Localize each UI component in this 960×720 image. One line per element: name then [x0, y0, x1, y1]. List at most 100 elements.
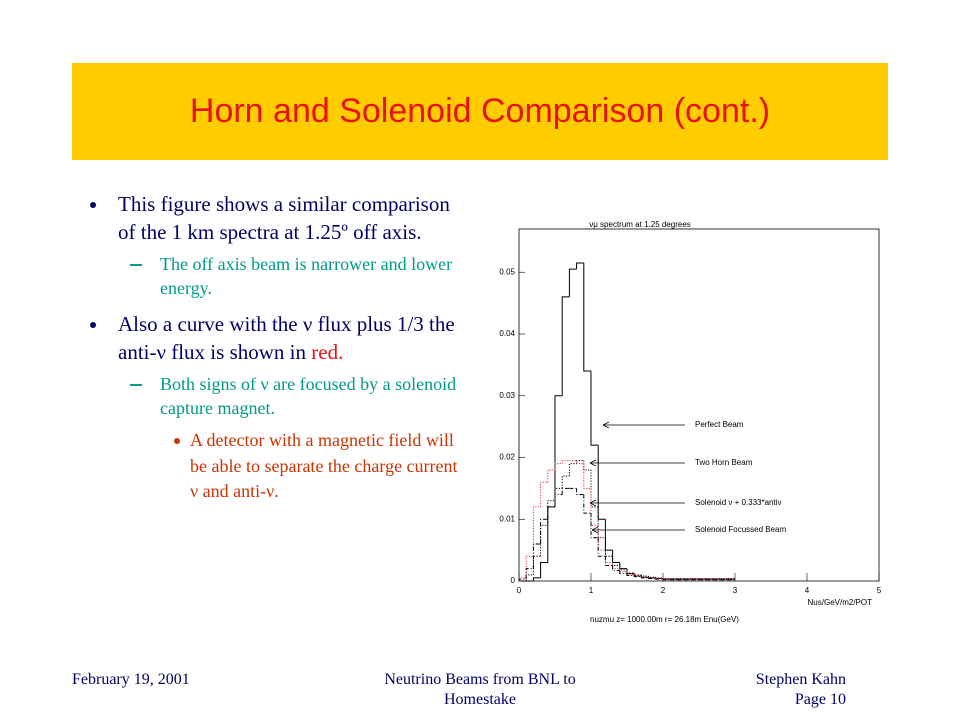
y-tick-label: 0.01: [499, 514, 515, 523]
histogram-bin: [604, 556, 613, 567]
histogram-bin: [655, 577, 663, 579]
histogram-bin: [640, 576, 649, 578]
sub-bullet: Both signs of ν are focused by a solenoi…: [86, 372, 466, 505]
histogram-bin: [583, 494, 591, 514]
histogram-bin: [640, 576, 649, 578]
bullet-text: A detector with a magnetic field will be…: [190, 430, 458, 501]
histogram-bin: [604, 537, 613, 557]
bullet-list: This figure shows a similar comparison o…: [86, 190, 466, 515]
histogram-bin: [597, 445, 606, 520]
histogram-bin: [655, 577, 663, 580]
histogram-bin: [619, 565, 627, 571]
x-tick-label: 2: [661, 586, 666, 595]
histogram-bin: [568, 463, 577, 477]
footer-date: February 19, 2001: [72, 671, 190, 688]
bullet-marker: [130, 384, 142, 386]
histogram-bin: [583, 460, 591, 471]
histogram-bin: [662, 578, 671, 580]
histogram-bin: [583, 463, 591, 489]
histogram-bin: [583, 262, 591, 372]
histogram-bin: [547, 506, 555, 563]
bullet-marker: [130, 264, 142, 266]
histogram-bin: [554, 494, 563, 507]
footer-author: Stephen Kahn: [755, 671, 846, 688]
histogram-bin: [633, 574, 642, 577]
histogram-bin: [633, 575, 642, 578]
histogram-bin: [554, 487, 563, 501]
y-tick-label: 0.03: [499, 391, 515, 400]
histogram-bin: [640, 574, 649, 577]
footer-page: Page 10: [794, 691, 846, 708]
slide-title: Horn and Solenoid Comparison (cont.): [189, 92, 771, 130]
histogram-bin: [626, 569, 635, 574]
histogram-bin: [633, 572, 642, 576]
histogram-bin: [576, 262, 584, 270]
histogram-bin: [590, 469, 599, 508]
legend-arrowhead: [589, 499, 597, 507]
chart: νμ spectrum at 1.25 degrees Nus/GeV/m2/P…: [499, 220, 882, 624]
sub-sub-bullet: A detector with a magnetic field will be…: [86, 428, 466, 505]
histogram-bin: [540, 481, 548, 507]
histogram-bin: [648, 577, 656, 579]
legend-label: Two Horn Beam: [695, 458, 753, 467]
histogram-bin: [619, 570, 627, 575]
legend-label: Perfect Beam: [695, 420, 744, 429]
header: Horn and Solenoid Comparison (cont.): [72, 63, 888, 160]
chart-title: νμ spectrum at 1.25 degrees: [589, 220, 691, 229]
histogram-bin: [597, 537, 606, 557]
histogram-bin: [547, 506, 555, 520]
sub-bullet: The off axis beam is narrower and lower …: [86, 252, 466, 300]
bullet-text: Both signs of ν are focused by a solenoi…: [160, 374, 457, 418]
histogram-bin: [612, 550, 620, 563]
bullet: Also a curve with the ν flux plus 1/3 th…: [86, 310, 466, 505]
histogram-bin: [525, 555, 534, 578]
x-tick-label: 5: [877, 586, 882, 595]
histogram-bin: [597, 525, 606, 551]
histogram-bin: [568, 268, 577, 297]
legend-arrowhead: [591, 526, 599, 534]
histogram-bin: [518, 578, 527, 581]
x-tick-label: 0: [517, 586, 522, 595]
histogram-bin: [590, 513, 599, 539]
bullet-marker: [90, 322, 96, 328]
footer-center: Neutrino Beams from BNL to Homestake: [384, 671, 576, 708]
histogram-bin: [561, 487, 570, 495]
histogram-bin: [648, 577, 656, 580]
histogram-bin: [532, 506, 541, 557]
histogram-bin: [619, 562, 627, 570]
bullet-text: Also a curve with the ν flux plus 1/3 th…: [118, 312, 455, 364]
histogram-bin: [662, 577, 671, 580]
plot-frame: [518, 228, 880, 582]
y-tick-label: 0.04: [499, 329, 515, 338]
y-tick-label: 0.05: [499, 267, 515, 276]
histogram-bin: [626, 573, 635, 576]
chart-annotation: nuzmu z= 1000.00m r= 26.18m Enu(GeV): [590, 615, 739, 624]
histogram-bin: [532, 577, 541, 581]
x-tick-label: 3: [733, 586, 738, 595]
histogram-bin: [561, 460, 570, 464]
histogram-bin: [612, 556, 620, 567]
histogram-bin: [662, 578, 671, 580]
histogram-bin: [540, 561, 548, 578]
histogram-bin: [561, 296, 570, 396]
histogram-bin: [648, 577, 656, 579]
bullet-text: The off axis beam is narrower and lower …: [160, 254, 453, 298]
histogram-bin: [576, 460, 584, 465]
histogram-bin: [604, 519, 613, 551]
bullet-text-red: red.: [311, 340, 344, 364]
histogram-bin: [540, 518, 548, 544]
histogram-bin: [525, 574, 534, 581]
x-axis-label: Nus/GeV/m2/POT: [808, 598, 873, 607]
legend-label: Solenoid Focussed Beam: [695, 525, 787, 534]
bullet-text: This figure shows a similar comparison o…: [118, 192, 450, 244]
bullet-marker: [174, 438, 180, 444]
histogram-bin: [561, 475, 570, 489]
histogram-bin: [612, 562, 620, 570]
histogram-bin: [540, 524, 548, 557]
x-tick-label: 1: [589, 586, 594, 595]
histogram-bin: [597, 506, 606, 539]
histogram-bin: [547, 500, 555, 526]
legend-arrowhead: [602, 421, 610, 429]
histogram-bin: [554, 395, 563, 507]
